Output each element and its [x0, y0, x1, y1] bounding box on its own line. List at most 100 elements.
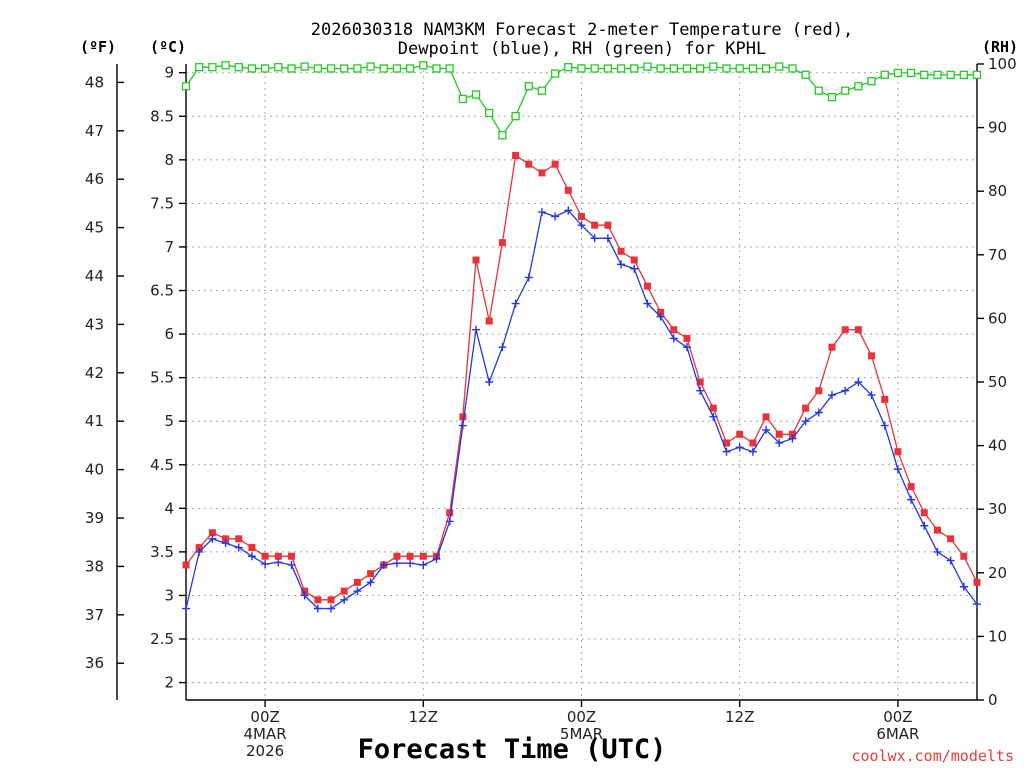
rh-point: [920, 70, 929, 79]
rh-point: [696, 64, 705, 73]
temperature-point: [960, 552, 968, 560]
dewpoint-point: [379, 560, 388, 569]
rh-point: [498, 131, 507, 140]
celsius-tick-label: 4.5: [150, 456, 174, 474]
temperature-point: [933, 526, 941, 534]
x-axis-title: Forecast Time (UTC): [358, 734, 667, 765]
celsius-tick-label: 2: [164, 674, 174, 692]
dewpoint-point: [537, 208, 546, 217]
dewpoint-point: [814, 408, 823, 417]
rh-point: [379, 64, 388, 73]
rh-point: [524, 82, 533, 91]
rh-point: [326, 64, 336, 73]
rh-point: [445, 64, 454, 73]
temperature-point: [696, 378, 704, 386]
dewpoint-point: [340, 595, 349, 604]
rh-point: [841, 86, 850, 95]
gridlines: [186, 64, 977, 700]
temperature-point: [367, 570, 375, 578]
rh-point: [669, 64, 678, 73]
time-tick-label: 6MAR: [876, 725, 919, 743]
rh-point: [893, 68, 903, 78]
fahrenheit-tick-label: 42: [85, 364, 104, 382]
credit-link[interactable]: coolwx.com/modelts: [851, 747, 1014, 765]
rh-point: [827, 92, 837, 102]
rh-point: [537, 86, 547, 95]
fahrenheit-tick-label: 47: [85, 122, 104, 140]
time-tick-label: 4MAR: [244, 725, 287, 743]
celsius-axis-label: (ºC): [150, 38, 186, 56]
dewpoint-point: [841, 386, 850, 395]
rh-point: [972, 70, 982, 79]
temperature-point: [578, 212, 585, 220]
rh-tick-label: 50: [988, 373, 1007, 391]
temperature-point: [881, 395, 889, 403]
fahrenheit-axis-label: (ºF): [80, 38, 116, 56]
dewpoint-point: [946, 556, 955, 565]
rh-point: [775, 62, 784, 71]
time-tick-label: 00Z: [567, 708, 596, 726]
celsius-tick-label: 3: [164, 586, 174, 604]
temperature-point: [775, 430, 783, 438]
temperature-point: [182, 561, 190, 569]
temperature-point: [551, 160, 559, 168]
rh-point: [946, 70, 955, 79]
dewpoint-point: [366, 578, 375, 587]
rh-point: [485, 108, 494, 118]
dewpoint-point: [762, 425, 771, 434]
rh-point: [603, 64, 613, 73]
rh-point: [748, 64, 758, 73]
rh-tick-label: 20: [988, 564, 1007, 582]
rh-point: [287, 64, 296, 73]
rh-point: [234, 63, 243, 72]
temperature-point: [723, 439, 731, 447]
dewpoint-point: [195, 547, 204, 556]
temperature-point: [815, 387, 823, 395]
temperature-point: [894, 448, 902, 456]
rh-tick-label: 10: [988, 627, 1007, 645]
dewpoint-point: [682, 343, 691, 352]
temperature-point: [248, 544, 256, 552]
rh-point: [959, 70, 968, 79]
rh-point: [392, 64, 402, 73]
celsius-tick-label: 4: [164, 499, 174, 517]
rh-tick-label: 80: [988, 182, 1007, 200]
temperature-point: [222, 535, 230, 543]
rh-point: [854, 82, 863, 91]
rh-point: [656, 64, 665, 73]
celsius-tick-label: 3.5: [150, 543, 174, 561]
rh-point: [630, 64, 639, 73]
temperature-point: [736, 430, 744, 438]
temperature-point: [670, 326, 678, 334]
rh-point: [906, 68, 916, 78]
dewpoint-point: [221, 539, 230, 548]
dewpoint-point: [564, 206, 573, 215]
temperature-point: [327, 596, 335, 604]
rh-point: [682, 64, 692, 73]
temperature-point: [287, 552, 295, 560]
dewpoint-point: [234, 543, 243, 552]
temperature-point: [617, 247, 625, 255]
temperature-point: [564, 186, 572, 194]
rh-axis: 0 10 20 30 40 50 60 70 80 90 100: [977, 55, 1017, 709]
dewpoint-point: [419, 560, 428, 569]
dewpoint-point: [485, 378, 494, 386]
celsius-tick-label: 8: [164, 151, 174, 169]
dewpoint-point: [907, 495, 916, 504]
fahrenheit-tick-label: 36: [85, 654, 104, 672]
dewpoint-point: [445, 517, 454, 526]
dewpoint-point: [880, 421, 889, 430]
temperature-point: [459, 413, 467, 421]
rh-point: [208, 63, 217, 72]
rh-tick-label: 30: [988, 500, 1007, 518]
rh-tick-label: 40: [988, 437, 1007, 455]
dewpoint-point: [669, 334, 678, 343]
fahrenheit-tick-label: 37: [85, 606, 104, 624]
temperature-point: [393, 552, 401, 560]
rh-point: [564, 63, 573, 72]
dewpoint-point: [247, 552, 256, 561]
chart-title-line-2: Dewpoint (blue), RH (green) for KPHL: [398, 39, 766, 59]
dewpoint-point: [287, 560, 296, 569]
dewpoint-point: [722, 447, 731, 456]
